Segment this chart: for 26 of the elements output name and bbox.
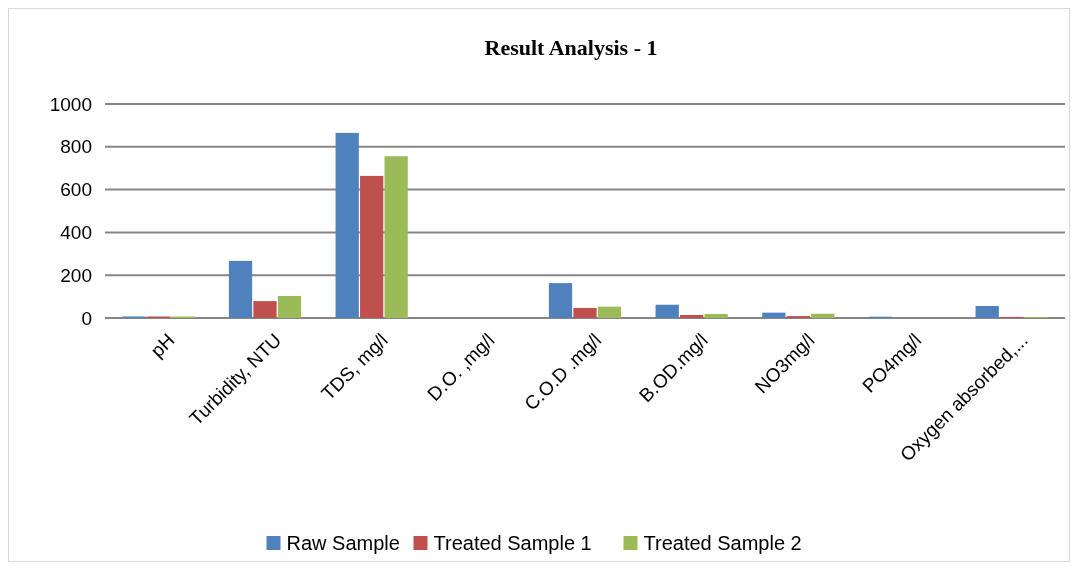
bar [253, 301, 277, 318]
bar [655, 304, 679, 318]
bar [762, 312, 786, 318]
y-tick-label: 800 [60, 136, 92, 158]
bar [228, 260, 253, 318]
y-tick-label: 600 [60, 179, 92, 201]
bar [704, 313, 728, 318]
bar [975, 306, 999, 318]
bar [335, 132, 359, 318]
bar [548, 283, 573, 318]
x-tick-label: pH [146, 329, 179, 362]
bar [277, 295, 302, 318]
bar [811, 313, 835, 318]
legend-label: Treated Sample 1 [433, 532, 592, 554]
y-tick-label: 1000 [49, 93, 92, 115]
bar [360, 175, 384, 318]
bar [573, 307, 597, 318]
bar [597, 306, 622, 318]
bar [384, 156, 408, 318]
bar [680, 315, 704, 318]
legend-label: Treated Sample 2 [643, 532, 802, 554]
y-tick-label: 200 [60, 264, 92, 286]
y-tick-label: 400 [60, 222, 92, 244]
y-tick-label: 0 [81, 307, 92, 329]
chart-title: Result Analysis - 1 [484, 35, 658, 60]
legend-label: Raw Sample [286, 532, 400, 554]
